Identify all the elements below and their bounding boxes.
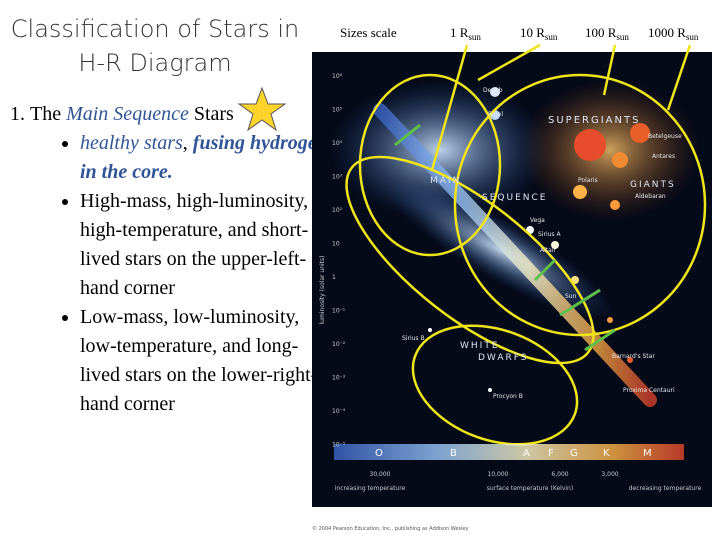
bullet: High-mass, high-luminosity, high-tempera…	[80, 187, 330, 303]
text: healthy stars	[80, 132, 183, 154]
region-label: GIANTS	[630, 180, 676, 190]
star-icon	[237, 86, 287, 132]
region-label: MAIN	[430, 176, 461, 186]
glow	[386, 180, 614, 320]
x-tick-label: 10,000	[488, 471, 509, 478]
y-tick-label: 10⁻⁴	[332, 408, 346, 415]
star-name: Barnard's Star	[612, 353, 655, 360]
y-tick-label: 10⁶	[332, 73, 343, 80]
size-sub: sun	[616, 32, 629, 42]
star-name: Sun	[565, 293, 577, 300]
star-name: Sirius B	[402, 335, 425, 342]
y-tick-label: 10⁻³	[332, 375, 346, 382]
size-sub: sun	[545, 32, 558, 42]
spectral-class: O	[375, 448, 383, 459]
text: Stars	[193, 103, 234, 125]
x-tick-label: 30,000	[370, 471, 391, 478]
spectral-class: B	[450, 448, 457, 459]
size-text: 1 R	[450, 25, 469, 40]
spectral-class: M	[643, 448, 652, 459]
star-name: Aldebaran	[635, 193, 666, 200]
star-name: Procyon B	[493, 393, 523, 400]
size-sub: sun	[468, 32, 481, 42]
region-label: SEQUENCE	[482, 193, 547, 203]
green-arrows	[394, 123, 616, 352]
main-sequence-band	[373, 103, 657, 407]
y-tick-label: 10	[332, 241, 340, 248]
glow	[520, 80, 700, 220]
size-item: 100 Rsun	[585, 25, 629, 42]
size-item: 10 Rsun	[520, 25, 558, 42]
x-axis-label: surface temperature (Kelvin)	[487, 485, 573, 492]
size-item: 1 Rsun	[450, 25, 481, 42]
stars-decor	[428, 87, 650, 392]
size-text: 100 R	[585, 25, 617, 40]
y-tick-label: 10⁻¹	[332, 308, 346, 315]
size-item: 1000 Rsun	[648, 25, 699, 42]
y-tick-label: 10⁻⁵	[332, 442, 346, 449]
x-tick-label: 3,000	[601, 471, 618, 478]
text: The	[30, 103, 62, 125]
list-item: The Main Sequence Stars healthy stars, f…	[30, 100, 330, 419]
highlight: Main Sequence	[66, 103, 189, 125]
spectral-class: A	[523, 448, 530, 459]
star-name: Polaris	[578, 177, 598, 184]
region-label: WHITE	[460, 341, 500, 351]
text: ,	[182, 132, 188, 154]
bullet: healthy stars, fusing hydrogen in the co…	[80, 129, 330, 187]
spectral-class: K	[603, 448, 610, 459]
spectral-class: G	[570, 448, 578, 459]
bullets: healthy stars, fusing hydrogen in the co…	[30, 129, 330, 419]
star-name: Deneb	[483, 87, 503, 94]
y-tick-label: 10⁴	[332, 140, 343, 147]
star-name: Antares	[652, 153, 675, 160]
y-axis-label: luminosity (solar units)	[319, 255, 326, 324]
x-axis-label: decreasing temperature	[629, 485, 702, 492]
star-name: Betelgeuse	[648, 133, 682, 140]
y-tick-label: 10²	[332, 207, 343, 214]
credit: © 2004 Pearson Education, Inc., publishi…	[312, 525, 469, 532]
y-tick-label: 10⁻²	[332, 341, 346, 348]
star-name: Rigel	[488, 111, 503, 118]
star-name: Proxima Centauri	[623, 387, 675, 394]
bullet: Low-mass, low-luminosity, low-temperatur…	[80, 303, 330, 419]
y-tick-label: 1	[332, 274, 336, 281]
text: fusing hydrogen in the core.	[80, 132, 328, 183]
class-bar	[334, 444, 684, 460]
slide-title: Classification of Stars in H-R Diagram	[10, 15, 300, 77]
x-axis-label: increasing temperature	[335, 485, 406, 492]
size-text: 10 R	[520, 25, 545, 40]
y-tick-label: 10⁵	[332, 107, 343, 114]
star-name: Vega	[530, 217, 545, 224]
annotations	[345, 43, 707, 446]
x-tick-label: 6,000	[551, 471, 568, 478]
main-list: The Main Sequence Stars healthy stars, f…	[4, 100, 330, 419]
size-sub: sun	[686, 32, 699, 42]
size-text: 1000 R	[648, 25, 686, 40]
region-label: SUPERGIANTS	[548, 115, 640, 126]
star-name: Altair	[540, 247, 556, 254]
spectral-class: F	[548, 448, 554, 459]
y-tick-label: 10³	[332, 174, 343, 181]
star-name: Sirius A	[538, 231, 561, 238]
size-label: Sizes scale	[340, 25, 397, 40]
region-label: DWARFS	[478, 353, 528, 363]
